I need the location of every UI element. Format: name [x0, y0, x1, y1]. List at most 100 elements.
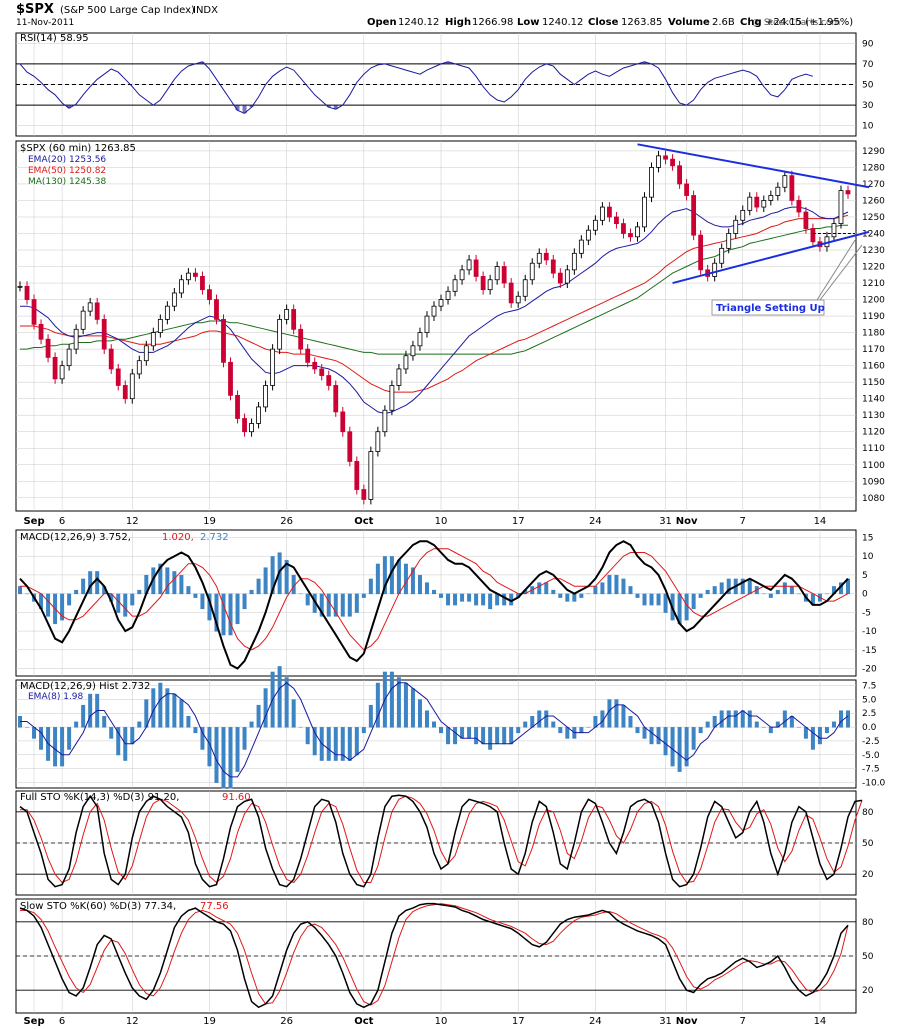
- price-candle-body: [129, 373, 135, 400]
- macd-legend-signal: 1.020,: [162, 532, 194, 543]
- price-candle-body: [621, 223, 626, 234]
- rsi-line: [19, 61, 814, 114]
- macd-histogram-bar: [403, 563, 408, 595]
- macd-hist-bar: [824, 727, 829, 734]
- macd-histogram-bar: [768, 593, 773, 598]
- macd-hist-bar: [684, 727, 689, 767]
- macd-histogram-bar: [389, 556, 394, 595]
- price-ytick: 1110: [862, 444, 885, 454]
- price-candle-body: [501, 266, 507, 284]
- macd-hist-bar: [263, 688, 268, 728]
- macd-histogram-bar: [207, 593, 212, 621]
- macd-histogram-bar: [200, 593, 205, 610]
- close-label: Close: [588, 17, 619, 28]
- price-candle-body: [607, 206, 612, 218]
- macd-histogram-bar: [144, 574, 149, 595]
- macd-hist-bar: [235, 727, 240, 772]
- macd-hist-bar: [207, 727, 212, 767]
- price-candle-body: [459, 269, 465, 281]
- macd-histogram-bar: [319, 593, 324, 617]
- macd-hist-bar: [558, 727, 563, 734]
- macd-hist-bar: [551, 721, 556, 728]
- price-ytick: 1240: [862, 230, 885, 240]
- annotation-pointer: [819, 244, 863, 301]
- full-sto-k-line: [19, 794, 863, 888]
- macd-histogram-bar: [67, 593, 72, 606]
- macd-hist-bar: [481, 727, 486, 745]
- macd-hist-bar: [719, 710, 724, 728]
- slow-sto-ytick: 80: [862, 918, 874, 928]
- macd-histogram-bar: [158, 563, 163, 595]
- high-label: High: [445, 17, 471, 28]
- macd-hist-bar: [523, 721, 528, 728]
- macd-hist-ytick: -7.5: [862, 765, 880, 775]
- macd-histogram-bar: [523, 589, 528, 595]
- macd-histogram-bar: [39, 593, 44, 610]
- macd-hist-bar: [761, 727, 766, 728]
- macd-histogram-bar: [726, 578, 731, 595]
- macd-legend-name: MACD(12,26,9) 3.752,: [20, 532, 131, 543]
- macd-hist-bar: [389, 671, 394, 728]
- price-candle-body: [719, 247, 725, 264]
- price-candle-body: [698, 234, 704, 271]
- price-candle-body: [529, 262, 535, 281]
- macd-hist-panel-frame: [15, 679, 857, 789]
- macd-hist-bar: [74, 721, 79, 728]
- price-candle-body: [45, 338, 51, 358]
- macd-hist-bar: [733, 710, 738, 728]
- macd-hist-bar: [642, 727, 647, 739]
- macd-hist-bar: [467, 727, 472, 739]
- price-candle-body: [101, 318, 107, 350]
- price-ytick: 1250: [862, 213, 885, 223]
- macd-histogram-bar: [214, 593, 219, 632]
- price-candle-body: [761, 200, 767, 208]
- top-xaxis-xtick: Sep: [23, 516, 44, 527]
- macd-histogram-bar: [354, 593, 359, 613]
- macd-hist-bar: [789, 716, 794, 728]
- macd-histogram-bar: [417, 574, 422, 595]
- price-candle-body: [684, 183, 690, 196]
- macd-hist-bar: [228, 727, 233, 789]
- price-candle-body: [277, 318, 283, 350]
- macd-hist-bar: [544, 710, 549, 728]
- macd-histogram-bar: [60, 593, 65, 621]
- price-ytick: 1100: [862, 461, 885, 471]
- macd-histogram-bar: [495, 593, 500, 606]
- price-candle-body: [270, 348, 276, 386]
- chg-label: Chg: [740, 17, 762, 28]
- watermark: @ StockCharts.com: [752, 18, 840, 28]
- macd-hist-bar: [565, 727, 570, 739]
- macd-hist-bar: [803, 727, 808, 739]
- low-value: 1240.12: [542, 17, 583, 28]
- close-value: 1263.85: [621, 17, 662, 28]
- price-legend-title: $SPX (60 min) 1263.85: [20, 143, 136, 154]
- macd-histogram-bar: [172, 571, 177, 595]
- price-candle-body: [838, 190, 844, 224]
- macd-histogram-bar: [298, 593, 303, 595]
- price-candle-body: [340, 411, 346, 433]
- macd-hist-bar: [116, 727, 121, 756]
- price-candle-body: [592, 219, 598, 231]
- macd-histogram-bar: [95, 571, 100, 595]
- macd-hist-bar: [172, 693, 177, 728]
- price-candle-body: [810, 228, 816, 243]
- macd-hist-bar: [249, 721, 254, 728]
- price-candle-body: [256, 406, 261, 424]
- slow-sto-legend: Slow STO %K(60) %D(3) 77.34,: [20, 901, 176, 912]
- price-candle-body: [361, 489, 367, 500]
- macd-histogram-bar: [347, 593, 352, 617]
- macd-hist-bar: [621, 704, 626, 728]
- price-ytick: 1140: [862, 395, 885, 405]
- macd-histogram-bar: [579, 593, 584, 598]
- slow-sto-d-line: [20, 903, 849, 1006]
- rsi-ytick: 70: [862, 60, 874, 70]
- macd-histogram-bar: [109, 593, 114, 602]
- price-candle-body: [578, 239, 584, 254]
- macd-hist-bar: [340, 727, 345, 761]
- macd-histogram-bar: [291, 574, 296, 595]
- macd-hist-bar: [361, 727, 366, 734]
- macd-histogram-bar: [747, 578, 752, 595]
- macd-histogram-bar: [221, 593, 226, 636]
- macd-hist-bar: [221, 727, 226, 789]
